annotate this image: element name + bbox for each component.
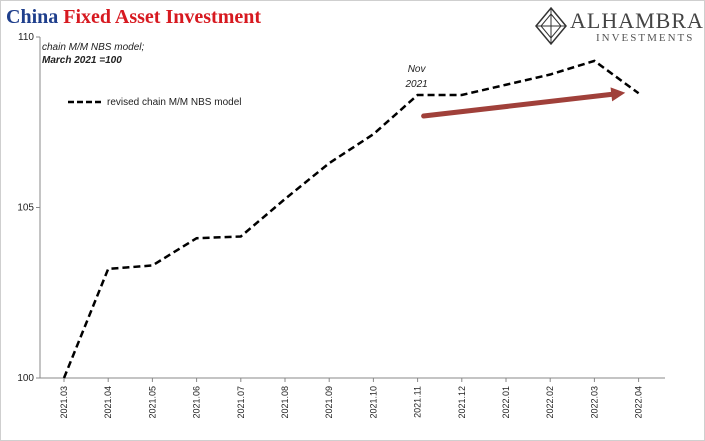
chart-title: China Fixed Asset Investment — [6, 6, 261, 29]
x-tick-label: 2021.06 — [192, 386, 202, 419]
y-tick-label: 105 — [17, 203, 34, 214]
x-tick-label: 2021.11 — [413, 386, 423, 418]
annotation-line-1: Nov — [408, 64, 427, 75]
diamond-logo-icon — [535, 6, 567, 46]
x-tick-label: 2021.04 — [103, 386, 113, 419]
x-tick-label: 2022.02 — [545, 386, 555, 419]
x-tick-label: 2021.05 — [147, 386, 157, 419]
alhambra-logo: ALHAMBRA INVESTMENTS — [534, 6, 703, 48]
x-tick-label: 2021.07 — [236, 386, 246, 419]
chart-axes: 100 105 110 2021.03 2021.04 2021.05 2021.06 202… — [17, 32, 665, 419]
y-tick-label: 110 — [18, 32, 34, 43]
trend-arrow-head — [610, 87, 626, 102]
y-tick-label: 100 — [17, 373, 34, 384]
chart-annotations: Nov 2021 — [404, 64, 626, 119]
title-part-fai: Fixed Asset Investment — [63, 6, 262, 28]
chart-series — [62, 59, 640, 379]
x-tick-label: 2022.04 — [634, 386, 644, 419]
x-tick-label: 2021.10 — [368, 386, 378, 419]
x-tick-label: 2021.09 — [324, 386, 334, 419]
note-line-1: chain M/M NBS model; — [42, 42, 145, 53]
chart-legend: revised chain M/M NBS model — [68, 97, 242, 108]
x-tick-label: 2022.03 — [589, 386, 599, 419]
logo-subtitle: INVESTMENTS — [596, 32, 695, 44]
x-tick-label: 2021.08 — [280, 386, 290, 419]
title-part-china: China — [6, 6, 59, 28]
legend-label: revised chain M/M NBS model — [107, 97, 242, 108]
logo-name: ALHAMBRA — [570, 8, 704, 33]
note-line-2: March 2021 =100 — [42, 55, 122, 66]
x-tick-label: 2022.01 — [501, 386, 511, 419]
series-line — [62, 59, 640, 379]
annotation-line-2: 2021 — [404, 79, 427, 90]
x-tick-label: 2021.12 — [457, 386, 467, 419]
x-tick-label: 2021.03 — [59, 386, 69, 419]
trend-arrow-shaft — [421, 91, 614, 119]
